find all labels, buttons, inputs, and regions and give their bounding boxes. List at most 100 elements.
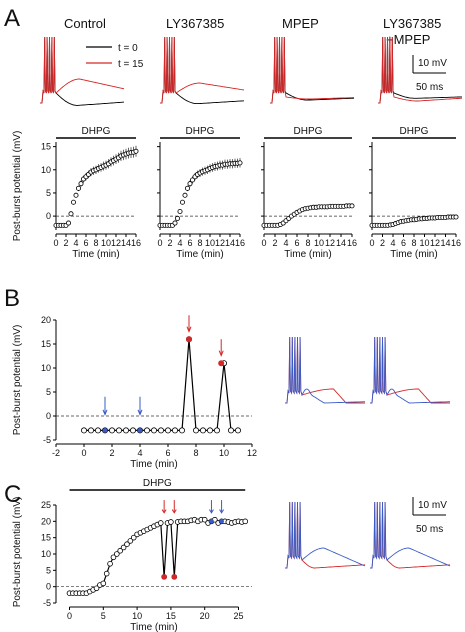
trace-a-red	[270, 36, 354, 104]
x-tick-label: 4	[390, 238, 395, 248]
traces-panel-c	[285, 501, 451, 569]
x-tick-label: 0	[261, 238, 266, 248]
x-tick-label: 0	[157, 238, 162, 248]
blue-arrowhead	[102, 409, 108, 416]
scale-voltage-c: 10 mV	[418, 500, 447, 511]
trace-a-red	[378, 36, 463, 104]
data-point	[192, 427, 199, 434]
drug-bar-label: DHPG	[82, 126, 111, 137]
x-tick-label: 10	[219, 448, 229, 458]
x-tick-label: 6	[187, 238, 192, 248]
data-point	[130, 534, 137, 541]
data-point	[157, 427, 164, 434]
data-point	[349, 203, 355, 209]
traces-panel-b	[285, 336, 450, 404]
subplot-a-3: 0 2 4 6 8 10 12 14 16 Time (min) DHPG	[261, 126, 357, 260]
drug-bar-label: DHPG	[186, 126, 215, 137]
scale-bar-c: 10 mV 50 ms	[412, 497, 447, 535]
data-point	[164, 427, 171, 434]
data-point	[120, 544, 127, 551]
series-line	[69, 518, 246, 594]
blue-arrowhead	[219, 509, 225, 514]
x-tick-label: 6	[401, 238, 406, 248]
y-tick-label: 10	[41, 549, 51, 559]
scale-time-c: 50 ms	[416, 524, 443, 535]
data-point	[117, 547, 124, 554]
legend-t0: t = 0	[118, 43, 138, 54]
panel-letter-b: B	[4, 285, 20, 312]
legend-t15: t = 15	[118, 59, 144, 70]
red-arrowhead	[186, 326, 192, 333]
x-tick-label: 15	[166, 611, 176, 621]
data-point	[168, 519, 174, 525]
y-tick-label: 25	[41, 500, 51, 510]
x-tick-label: 10	[101, 238, 111, 248]
plot-panel-c: -5 0 5 10 15 20 25 0 5 10 15 20 25 Time (min) DHPG Post…	[12, 478, 252, 632]
x-tick-label: 8	[411, 238, 416, 248]
x-tick-label: 14	[225, 238, 235, 248]
x-tick-label: 2	[380, 238, 385, 248]
x-tick-label: 4	[177, 238, 182, 248]
data-point	[453, 214, 459, 220]
y-tick-label: -5	[43, 598, 51, 608]
y-tick-label: 15	[41, 142, 51, 152]
data-point	[178, 427, 185, 434]
blue-arrowhead	[209, 509, 214, 514]
scale-bar-a: 10 mV 50 ms	[412, 55, 447, 93]
x-tick-label: 0	[53, 238, 58, 248]
subplot-a-2: 0 2 4 6 8 10 12 14 16 Time (min) DHPG	[157, 126, 245, 260]
y-tick-label: 5	[46, 565, 51, 575]
data-point	[177, 208, 183, 214]
col-title-control: Control	[64, 16, 106, 31]
x-tick-label: 20	[200, 611, 210, 621]
y-tick-label: 0	[46, 411, 51, 421]
data-point	[109, 427, 116, 434]
x-tick-label: 8	[305, 238, 310, 248]
x-tick-label: 2	[109, 448, 114, 458]
blue-point	[137, 428, 143, 433]
red-point	[186, 336, 192, 343]
x-tick-label: 16	[347, 238, 357, 248]
col-title-mpep: MPEP	[282, 16, 319, 31]
trace-a-red	[160, 36, 245, 104]
data-point	[184, 185, 190, 191]
col-title-ly: LY367385	[166, 16, 224, 31]
x-tick-label: -2	[52, 448, 60, 458]
x-tick-label: 2	[272, 238, 277, 248]
blue-point	[219, 518, 224, 524]
subplot-a-4: 0 2 4 6 8 10 12 14 16 Time (min) DHPG	[369, 126, 461, 260]
panel-letter-c: C	[4, 481, 21, 508]
x-tick-label: 4	[137, 448, 142, 458]
x-axis-label: Time (min)	[390, 249, 437, 260]
data-point	[73, 192, 79, 198]
data-point	[124, 541, 130, 547]
drug-bar-label: DHPG	[143, 478, 172, 489]
x-axis-label: Time (min)	[130, 622, 177, 632]
data-point	[100, 580, 107, 587]
red-arrowhead	[171, 509, 177, 514]
panel-letter-a: A	[4, 5, 20, 32]
x-tick-label: 6	[165, 448, 170, 458]
data-point	[182, 192, 188, 198]
x-axis-label: Time (min)	[130, 459, 177, 470]
data-point	[114, 551, 120, 557]
data-point	[116, 427, 123, 434]
x-tick-label: 25	[233, 611, 243, 621]
data-point	[123, 427, 130, 434]
drug-bar-label: DHPG	[294, 126, 323, 137]
red-point	[161, 574, 167, 580]
legend: t = 0 t = 15	[86, 43, 144, 70]
drug-bar-label: DHPG	[400, 126, 429, 137]
x-tick-label: 2	[167, 238, 172, 248]
traces-panel-a	[40, 36, 463, 106]
x-tick-label: 4	[283, 238, 288, 248]
data-point	[76, 185, 82, 191]
trace-b-blue	[370, 336, 450, 404]
x-tick-label: 14	[336, 238, 346, 248]
x-axis-label: Time (min)	[176, 249, 223, 260]
data-point	[93, 585, 100, 592]
data-point	[81, 427, 88, 434]
x-tick-label: 8	[193, 448, 198, 458]
